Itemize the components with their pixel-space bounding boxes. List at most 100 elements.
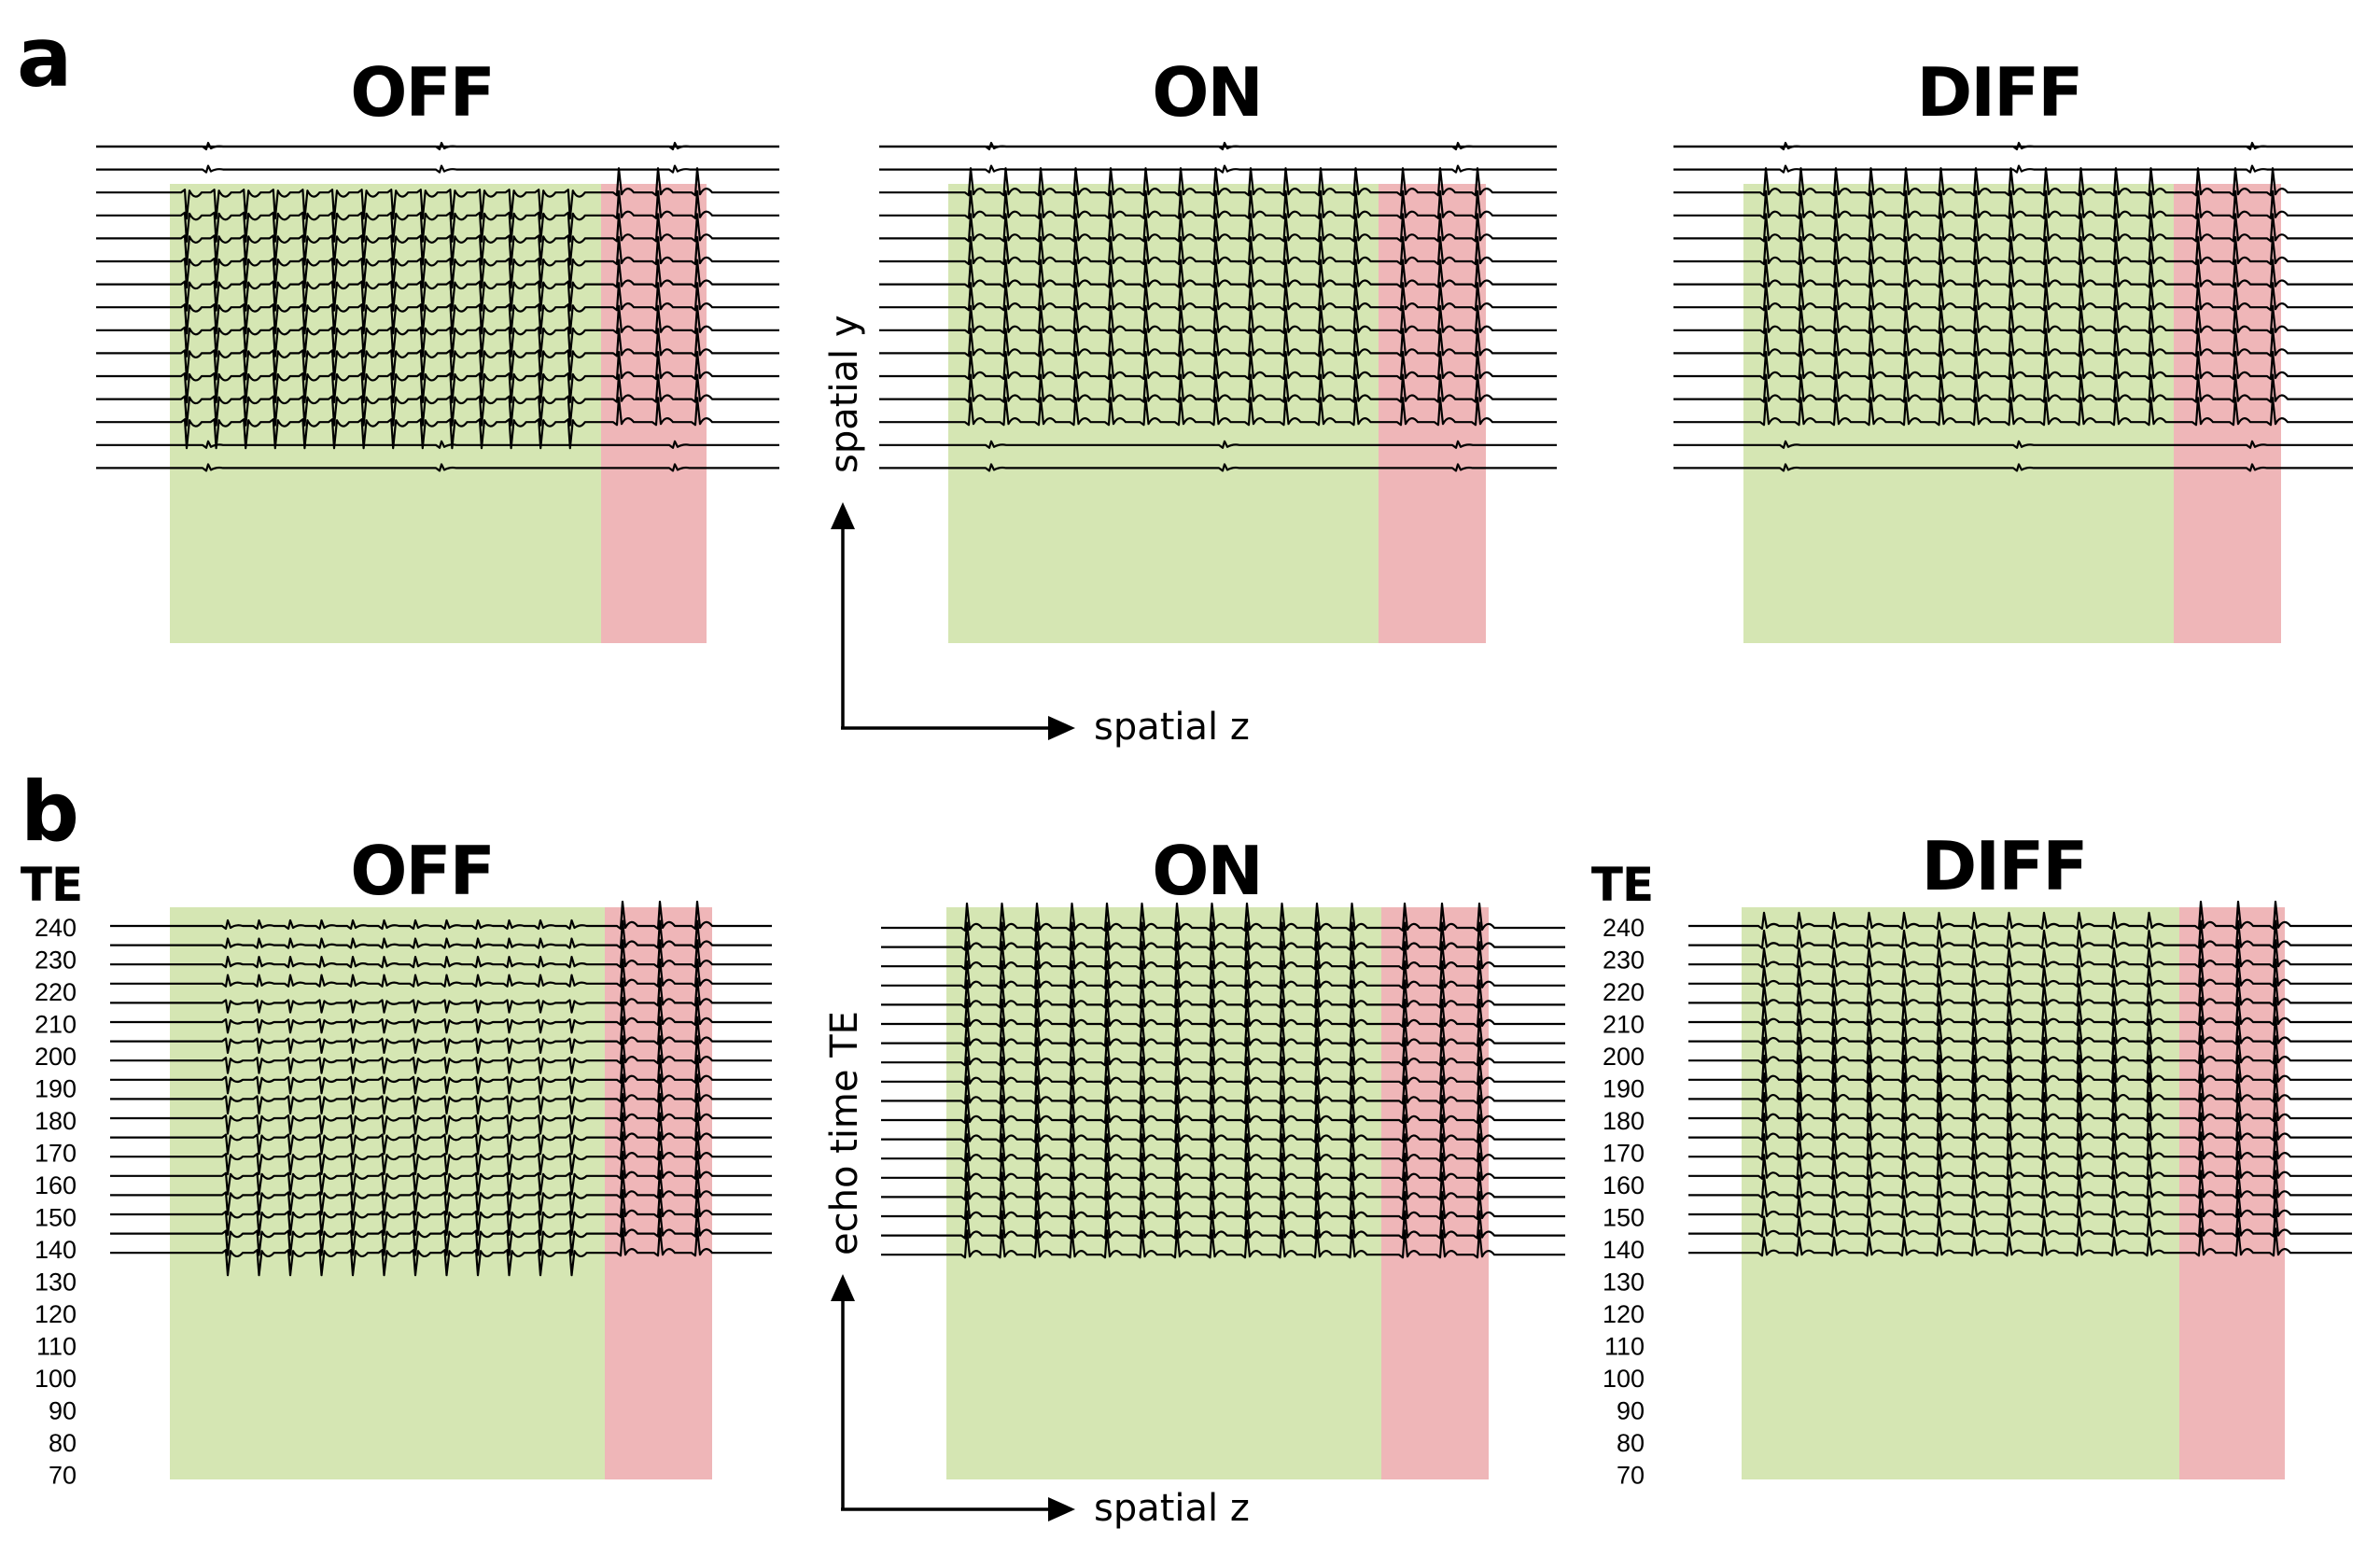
te-label-left: 160	[35, 1171, 77, 1199]
trace-a-on-row-12	[879, 397, 1557, 427]
trace-a-on-row-3	[879, 189, 1557, 219]
panel-b-x-arrow-icon	[1048, 1497, 1075, 1521]
trace-b-off-row-12	[110, 1131, 772, 1176]
trace-a-diff-row-12	[1673, 397, 2353, 427]
te-label-left: 140	[35, 1236, 77, 1264]
te-label-left: 170	[35, 1140, 77, 1168]
panel-b-title-diff: DIFF	[1922, 827, 2087, 905]
trace-a-diff-row-14	[1673, 463, 2353, 472]
te-label-left: 110	[36, 1333, 77, 1361]
trace-a-diff-row-1	[1673, 164, 2353, 174]
panel-a-title-diff: DIFF	[1917, 53, 2082, 132]
trace-b-diff-row-5	[1688, 996, 2352, 1027]
trace-a-on-row-5	[879, 235, 1557, 266]
trace-b-on-row-15	[881, 1190, 1565, 1221]
te-label-left: 180	[35, 1107, 77, 1135]
trace-b-off-row-13	[110, 1150, 772, 1196]
trace-b-diff-row-17	[1688, 1227, 2352, 1257]
trace-b-diff-row-11	[1688, 1112, 2352, 1142]
te-label-left: 200	[35, 1043, 77, 1071]
panel-b-title-off: OFF	[350, 832, 494, 910]
trace-a-diff-row-9	[1673, 328, 2353, 357]
red-region-a-diff	[2174, 184, 2281, 643]
panel-b-x-axis-label: spatial z	[1094, 1487, 1250, 1530]
te-label-left: 100	[35, 1365, 77, 1393]
te-label-left: 80	[49, 1429, 77, 1457]
trace-a-on-row-13	[879, 440, 1557, 449]
te-label-left: 230	[35, 946, 77, 974]
trace-a-on-row-10	[879, 350, 1557, 381]
trace-a-off-row-5	[96, 235, 779, 289]
trace-a-off-row-6	[96, 259, 779, 312]
red-region-b-on	[1381, 907, 1489, 1479]
green-region-a-diff	[1743, 184, 2174, 643]
te-header-right: TE	[1591, 858, 1653, 912]
trace-b-on-row-13	[881, 1152, 1565, 1182]
trace-b-diff-row-13	[1688, 1150, 2352, 1180]
trace-a-off-row-3	[96, 189, 779, 243]
panel-a-x-arrow-icon	[1048, 716, 1075, 740]
panel-a-title-on: ON	[1152, 53, 1261, 132]
trace-b-on-row-12	[881, 1133, 1565, 1163]
trace-a-diff-row-10	[1673, 350, 2353, 381]
trace-b-on-row-6	[881, 1017, 1565, 1047]
panel-b-axis: echo time TE spatial z	[823, 1011, 1250, 1530]
te-label-left: 220	[35, 978, 77, 1006]
trace-b-diff-row-0	[1688, 900, 2352, 931]
te-label-right: 210	[1603, 1011, 1645, 1039]
trace-a-off-row-10	[96, 350, 779, 404]
panel-a-axis: spatial y spatial z	[823, 315, 1250, 749]
trace-a-on-row-14	[879, 463, 1557, 472]
trace-b-on-row-5	[881, 998, 1565, 1029]
trace-a-on-row-4	[879, 213, 1557, 243]
te-label-left: 150	[35, 1204, 77, 1232]
te-header-left: TE	[21, 858, 82, 912]
panel-a-letter: a	[17, 9, 72, 105]
trace-a-off-row-11	[96, 373, 779, 427]
trace-b-on-row-9	[881, 1075, 1565, 1105]
trace-a-diff-row-2	[1673, 167, 2353, 197]
green-region-b-on	[946, 907, 1381, 1479]
panel-b-y-arrow-icon	[831, 1274, 855, 1301]
trace-b-off-row-0	[110, 900, 772, 931]
trace-b-off-row-10	[110, 1092, 772, 1135]
te-label-right: 220	[1603, 978, 1645, 1006]
te-label-right: 240	[1603, 914, 1645, 942]
trace-a-off-row-7	[96, 282, 779, 335]
trace-a-diff-row-6	[1673, 259, 2353, 288]
trace-b-off-row-15	[110, 1188, 772, 1236]
trace-b-off-row-5	[110, 996, 772, 1034]
trace-b-off-row-17	[110, 1227, 772, 1277]
trace-a-diff-row-4	[1673, 213, 2353, 243]
trace-b-diff-row-15	[1688, 1188, 2352, 1219]
panel-b-title-on: ON	[1152, 832, 1261, 910]
green-region-a-off	[170, 184, 601, 643]
trace-a-on-row-11	[879, 373, 1557, 403]
trace-b-off-row-11	[110, 1112, 772, 1156]
trace-b-diff-row-6	[1688, 1016, 2352, 1045]
trace-b-on-row-17	[881, 1229, 1565, 1259]
trace-a-off-row-2	[96, 167, 779, 220]
te-label-left: 70	[49, 1462, 77, 1490]
trace-b-off-row-14	[110, 1170, 772, 1216]
green-region-a-on	[948, 184, 1379, 643]
trace-b-diff-row-4	[1688, 977, 2352, 1007]
trace-b-diff-row-10	[1688, 1091, 2352, 1123]
trace-b-on-row-0	[881, 902, 1565, 932]
trace-b-diff-row-8	[1688, 1054, 2352, 1084]
te-label-right: 120	[1603, 1300, 1645, 1328]
trace-b-off-row-2	[110, 939, 772, 969]
te-label-left: 130	[35, 1269, 77, 1297]
trace-b-on-row-4	[881, 979, 1565, 1009]
trace-a-diff-row-3	[1673, 189, 2353, 219]
red-region-a-on	[1379, 184, 1486, 643]
trace-a-diff-row-8	[1673, 304, 2353, 334]
trace-a-diff-row-11	[1673, 373, 2353, 403]
trace-a-on-row-1	[879, 164, 1557, 174]
trace-b-diff-row-16	[1688, 1208, 2352, 1238]
trace-b-diff-row-12	[1688, 1131, 2352, 1161]
trace-a-diff-row-7	[1673, 282, 2353, 312]
trace-b-on-row-1	[881, 921, 1565, 951]
trace-b-on-row-7	[881, 1037, 1565, 1067]
